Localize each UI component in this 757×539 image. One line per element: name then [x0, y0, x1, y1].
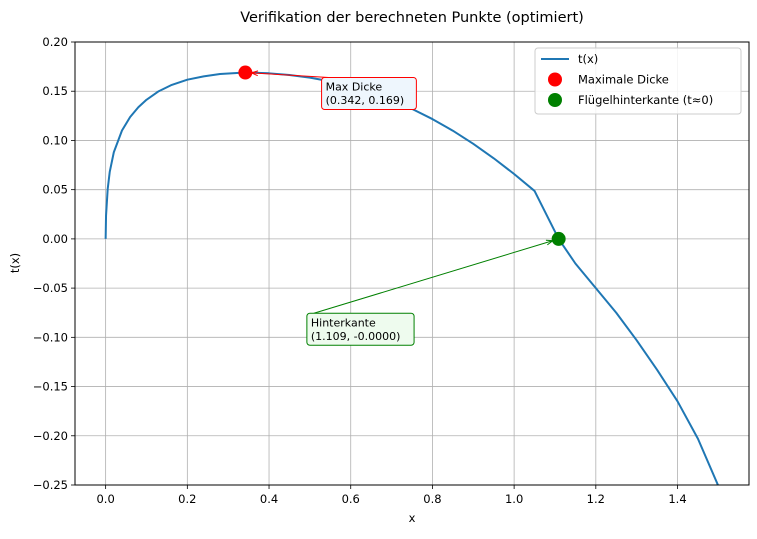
y-tick-label: −0.15 [33, 380, 68, 394]
legend-label: t(x) [578, 52, 598, 66]
annotation-arrowhead-te [545, 239, 555, 246]
legend-marker-swatch [548, 93, 562, 107]
y-axis: 0.20 0.15 0.10 0.05 0.00 −0.05 −0.10 −0.15 −0.20… [33, 35, 75, 492]
x-tick-label: 0.4 [260, 492, 278, 506]
y-tick-label: 0.00 [42, 232, 68, 246]
legend-box [534, 47, 742, 115]
legend-label: Maximale Dicke [578, 73, 669, 87]
annotations: Max Dicke(0.342, 0.169) Hinterkante(1.109… [249, 70, 555, 346]
y-tick-label: 0.15 [42, 84, 68, 98]
annotation-text-te: Hinterkante [311, 316, 376, 329]
annotation-arrow-te [313, 240, 554, 314]
chart-title: Verifikation der berechneten Punkte (opt… [240, 10, 584, 26]
marker-max-thickness [238, 65, 253, 80]
x-axis-label: x [409, 511, 416, 525]
annotation-text-max: Max Dicke [326, 80, 383, 93]
x-tick-label: 1.2 [587, 492, 605, 506]
y-tick-label: 0.10 [42, 133, 68, 147]
y-tick-label: −0.05 [33, 281, 68, 295]
x-tick-label: 0.0 [96, 492, 114, 506]
y-axis-label: t(x) [8, 253, 22, 273]
x-tick-label: 1.0 [505, 492, 523, 506]
annotation-box-max [321, 76, 417, 110]
legend-marker-swatch [548, 72, 562, 87]
y-tick-label: −0.10 [33, 330, 68, 344]
y-tick-label: −0.25 [33, 478, 68, 492]
legend-label: Flügelhinterkante (t≈0) [578, 93, 713, 107]
y-tick-label: 0.20 [42, 35, 68, 49]
x-tick-label: 0.6 [342, 492, 360, 506]
annotation-arrowhead-max [249, 70, 259, 77]
annotation-text-max: (0.342, 0.169) [326, 94, 405, 107]
annotation-text-te: (1.109, -0.0000) [311, 330, 401, 343]
legend: t(x) Maximale Dicke Flügelhinterkante (t≈0… [534, 47, 742, 115]
x-tick-label: 1.4 [668, 492, 686, 506]
x-tick-label: 0.8 [423, 492, 441, 506]
annotation-box-te [306, 312, 415, 346]
y-tick-label: −0.20 [33, 429, 68, 443]
x-axis: 0.0 0.2 0.4 0.6 0.8 1.0 1.2 1.4 [96, 485, 687, 506]
marker-trailing-edge [551, 231, 566, 246]
y-tick-label: 0.05 [42, 183, 68, 197]
x-tick-label: 0.2 [178, 492, 196, 506]
annotation-arrow-max [251, 72, 329, 78]
plot-frame [74, 41, 750, 486]
